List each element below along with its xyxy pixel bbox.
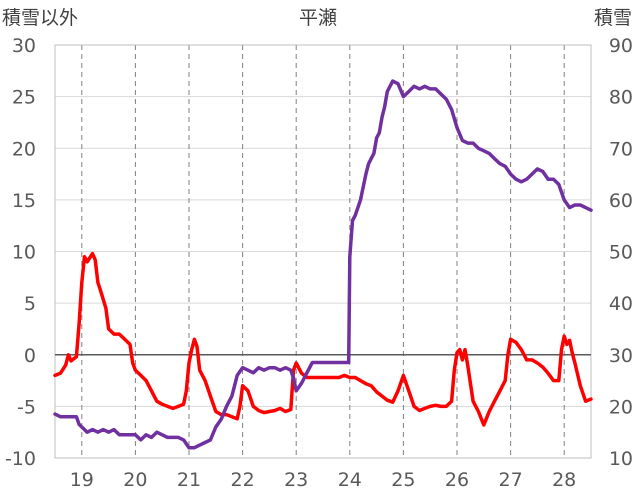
y-left-tick-label: 15 xyxy=(12,190,36,212)
x-tick-label: 23 xyxy=(284,469,308,491)
y-right-tick-label: 80 xyxy=(609,87,633,109)
x-tick-label: 19 xyxy=(70,469,94,491)
y-left-tick-label: -10 xyxy=(5,448,36,470)
right-axis-label: 積雪 xyxy=(594,7,632,29)
y-left-tick-label: 5 xyxy=(24,293,36,315)
y-left-tick-label: -5 xyxy=(17,396,36,418)
x-tick-label: 26 xyxy=(445,469,469,491)
x-tick-label: 28 xyxy=(552,469,576,491)
y-right-tick-label: 20 xyxy=(609,396,633,418)
x-tick-label: 27 xyxy=(499,469,523,491)
x-tick-label: 25 xyxy=(391,469,415,491)
series-line-snow-depth xyxy=(53,79,593,450)
y-right-tick-label: 90 xyxy=(609,35,633,57)
x-tick-label: 21 xyxy=(177,469,201,491)
y-left-tick-label: 0 xyxy=(24,345,36,367)
y-right-tick-label: 50 xyxy=(609,242,633,264)
x-tick-label: 22 xyxy=(231,469,255,491)
series-line-other xyxy=(53,251,593,427)
y-left-tick-label: 10 xyxy=(12,242,36,264)
left-axis-label: 積雪以外 xyxy=(2,7,78,29)
chart-title: 平瀬 xyxy=(299,7,337,29)
y-left-tick-label: 25 xyxy=(12,87,36,109)
series-lines xyxy=(53,79,593,450)
y-right-tick-label: 40 xyxy=(609,293,633,315)
plot-area xyxy=(54,44,592,459)
y-right-tick-label: 60 xyxy=(609,190,633,212)
y-right-tick-label: 10 xyxy=(609,448,633,470)
y-right-tick-label: 30 xyxy=(609,345,633,367)
x-tick-label: 20 xyxy=(123,469,147,491)
y-left-tick-label: 20 xyxy=(12,138,36,160)
x-tick-label: 24 xyxy=(338,469,362,491)
y-right-tick-label: 70 xyxy=(609,138,633,160)
y-left-tick-label: 30 xyxy=(12,35,36,57)
